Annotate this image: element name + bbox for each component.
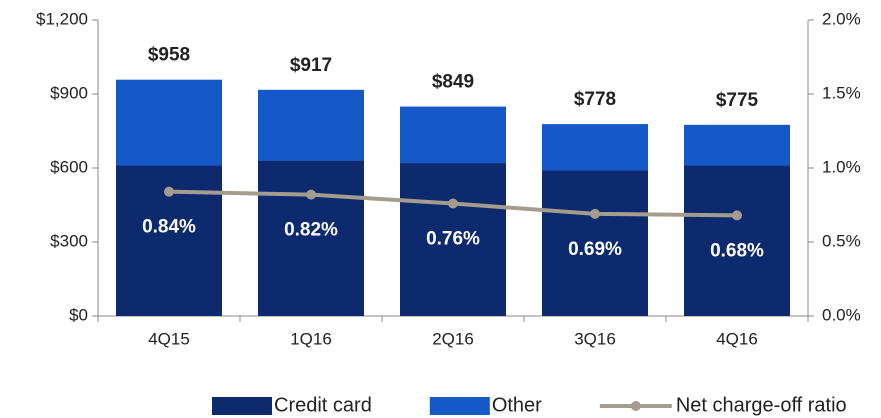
y2-tick-label: 0.5% bbox=[822, 231, 861, 250]
bar-segment bbox=[400, 163, 506, 316]
data-label: 0.82% bbox=[284, 220, 338, 241]
bar-segment bbox=[258, 160, 364, 316]
y-tick-label: $0 bbox=[69, 305, 88, 324]
data-label: 0.84% bbox=[142, 217, 196, 238]
legend-swatch bbox=[212, 397, 272, 415]
y2-tick-label: 0.0% bbox=[822, 305, 861, 324]
bar-segment bbox=[684, 124, 790, 166]
total-label: $849 bbox=[432, 72, 474, 93]
line-marker bbox=[590, 208, 600, 219]
line-marker bbox=[306, 189, 316, 200]
bar-segment bbox=[258, 89, 364, 161]
x-tick-label: 4Q15 bbox=[148, 329, 190, 348]
x-tick-label: 2Q16 bbox=[432, 329, 474, 348]
data-label: 0.69% bbox=[568, 239, 622, 260]
y2-tick-label: 1.5% bbox=[822, 83, 861, 102]
y2-tick-label: 1.0% bbox=[822, 157, 861, 176]
legend-label: Credit card bbox=[274, 394, 372, 416]
data-label: 0.68% bbox=[710, 240, 764, 261]
line-marker bbox=[164, 186, 174, 197]
line-marker bbox=[732, 210, 742, 221]
y-tick-label: $600 bbox=[50, 157, 88, 176]
line-marker bbox=[448, 198, 458, 209]
legend-label: Other bbox=[492, 394, 542, 416]
y-tick-label: $1,200 bbox=[36, 9, 88, 28]
legend-label: Net charge-off ratio bbox=[676, 394, 847, 416]
total-label: $778 bbox=[574, 89, 616, 110]
x-tick-label: 1Q16 bbox=[290, 329, 332, 348]
y2-tick-label: 2.0% bbox=[822, 9, 861, 28]
y-tick-label: $900 bbox=[50, 83, 88, 102]
legend-marker bbox=[630, 401, 641, 411]
legend-swatch bbox=[429, 397, 490, 415]
bar-segment bbox=[542, 170, 648, 316]
x-tick-label: 3Q16 bbox=[574, 329, 616, 348]
total-label: $958 bbox=[148, 45, 190, 66]
data-label: 0.76% bbox=[426, 229, 480, 250]
total-label: $775 bbox=[716, 90, 759, 111]
bar-segment bbox=[684, 165, 790, 316]
x-tick-label: 4Q16 bbox=[716, 329, 758, 348]
bar-segment bbox=[542, 124, 648, 171]
bar-segment bbox=[116, 79, 222, 166]
total-label: $917 bbox=[290, 55, 332, 76]
bar-segment bbox=[400, 106, 506, 164]
y-tick-label: $300 bbox=[50, 231, 88, 250]
